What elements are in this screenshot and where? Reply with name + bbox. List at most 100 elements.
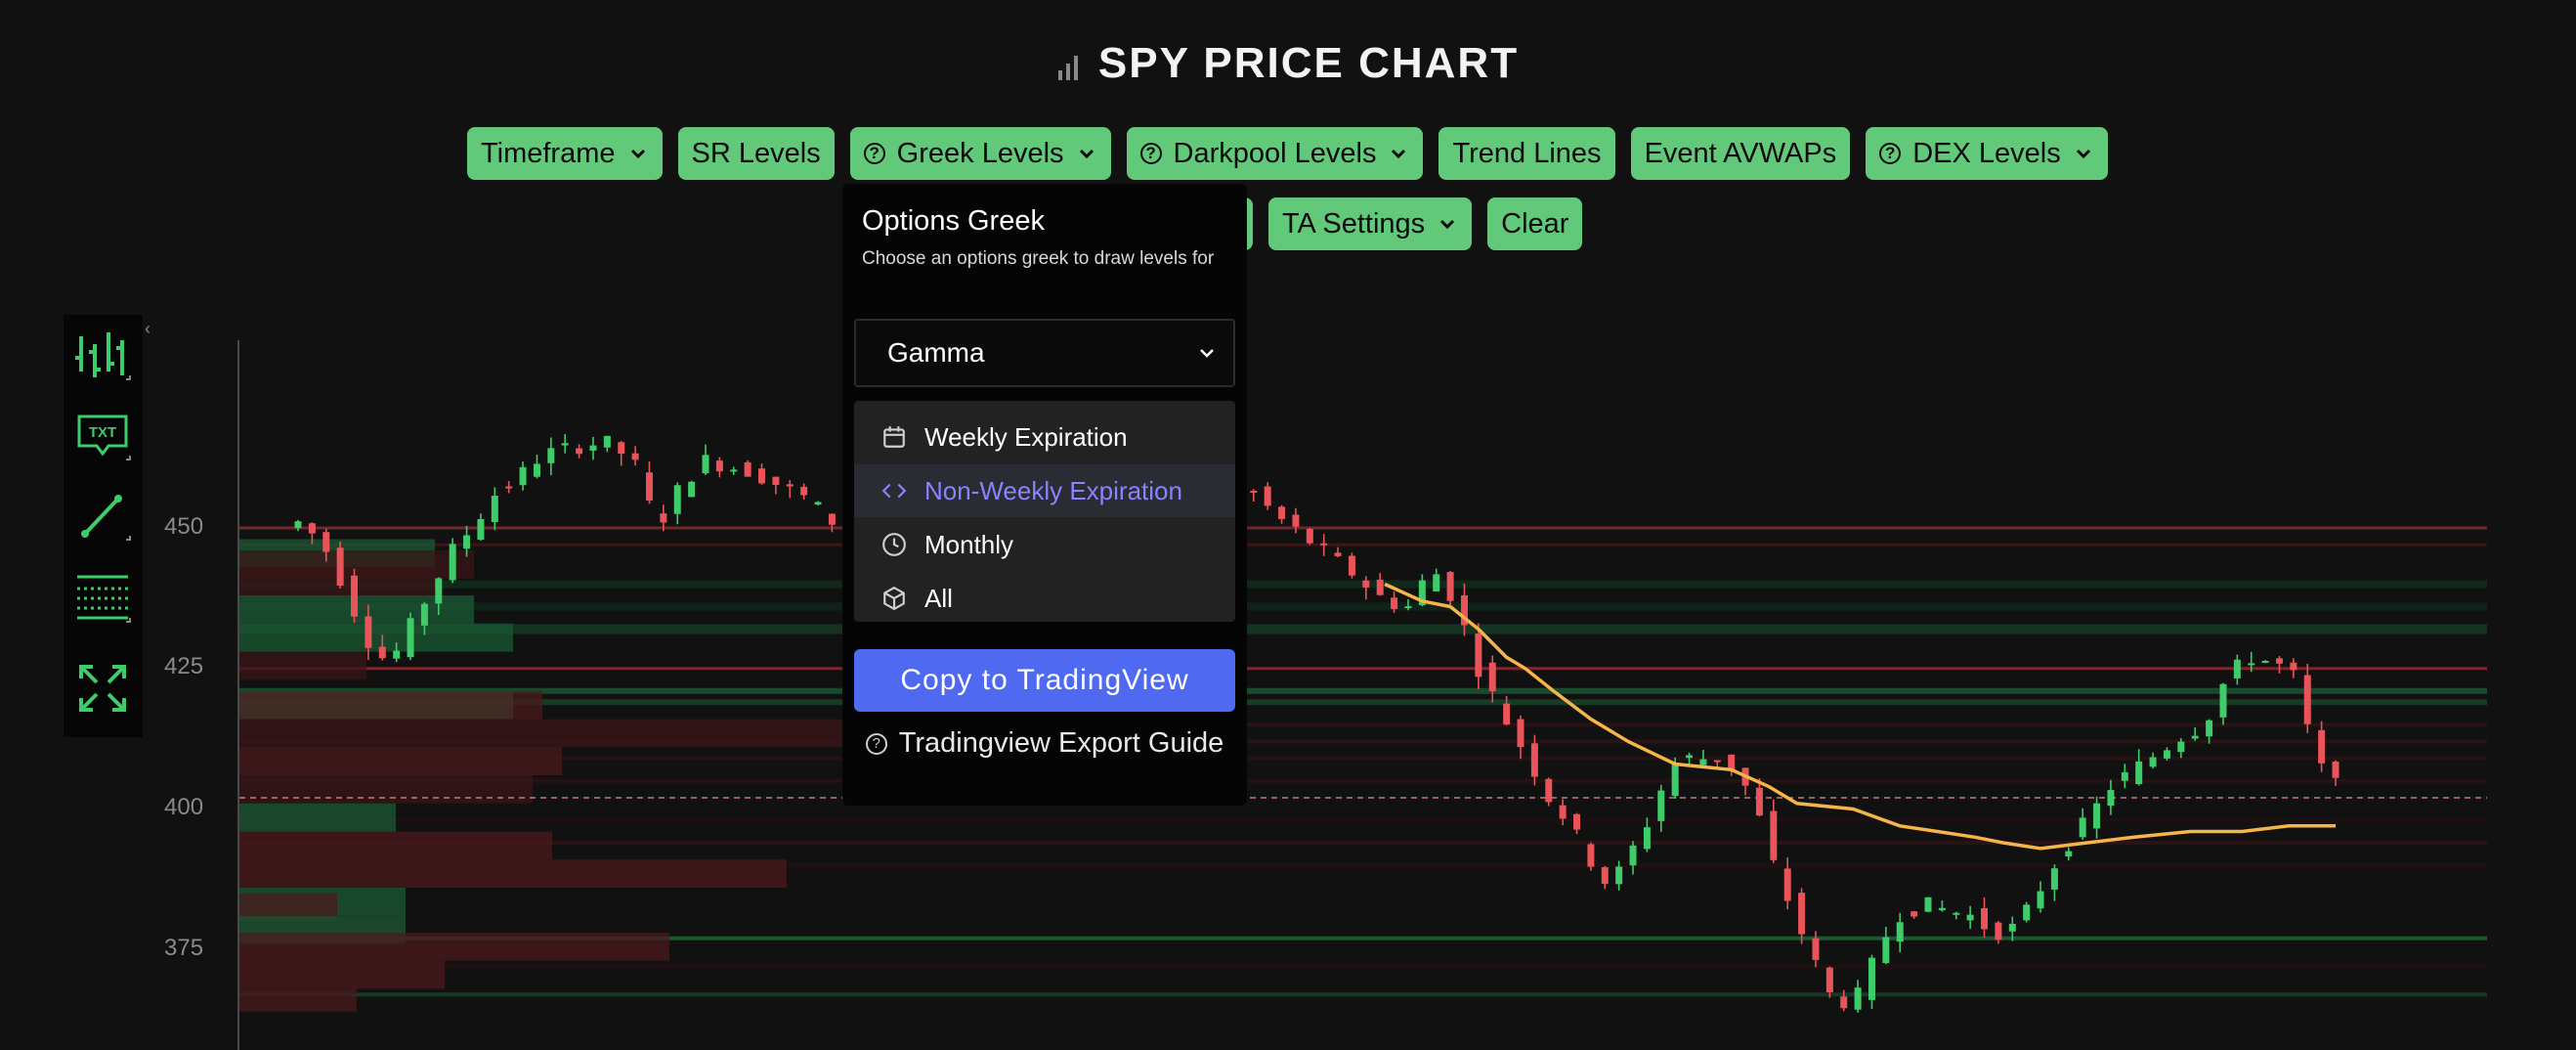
copy-to-tradingview-button[interactable]: Copy to TradingView (854, 649, 1235, 712)
candle-body (828, 513, 836, 525)
level-band (239, 543, 2487, 547)
volume-profile-block (239, 690, 542, 720)
candle-body (631, 453, 639, 460)
candle-body (786, 484, 794, 487)
candle-body (1798, 893, 1806, 935)
candle-body (1587, 844, 1595, 867)
candle-body (1460, 595, 1468, 626)
candle-body (2303, 675, 2311, 724)
candle-body (715, 460, 723, 472)
button-label: Trend Lines (1452, 137, 1602, 169)
volume-profile-block (239, 623, 513, 652)
fullscreen-icon[interactable] (73, 659, 132, 718)
candle-body (1348, 555, 1355, 576)
level-band (239, 699, 2487, 706)
candle-body (2219, 683, 2227, 718)
candle-body (393, 650, 401, 659)
candle-body (1981, 908, 1989, 930)
candle-body (618, 442, 625, 454)
candle-body (1825, 967, 1833, 992)
candle-body (308, 523, 316, 534)
candle-body (533, 463, 540, 477)
candle-body (420, 603, 428, 626)
chevron-down-icon (1392, 149, 1406, 159)
candle-body (2093, 803, 2101, 829)
option-label: Non-Weekly Expiration (924, 475, 1182, 505)
button-label: Timeframe (481, 137, 616, 169)
expiration-option-non-weekly-expiration[interactable]: Non-Weekly Expiration (854, 464, 1235, 517)
candle-body (1433, 574, 1440, 591)
level-band (239, 602, 2487, 611)
expiration-option-weekly-expiration[interactable]: Weekly Expiration (854, 411, 1235, 463)
candle-body (1770, 810, 1778, 860)
candle-body (1418, 580, 1426, 606)
greek-levels-button[interactable]: ? Greek Levels (849, 127, 1111, 180)
candle-body (561, 443, 569, 446)
chevron-down-icon (2076, 149, 2090, 159)
candle-body (294, 521, 302, 529)
level-band (239, 526, 2487, 530)
level-band (239, 722, 2487, 727)
page-title: SPY PRICE CHART (0, 39, 2576, 88)
collapse-toolbar-icon[interactable]: ‹ (145, 319, 150, 338)
level-band (239, 687, 2487, 694)
candle-body (758, 468, 766, 484)
level-band (239, 863, 2487, 867)
line-tool-icon[interactable] (73, 487, 132, 546)
candle-body (1517, 719, 1524, 748)
dropdown-subtitle: Choose an options greek to draw levels f… (862, 248, 1215, 269)
candle-body (2233, 659, 2241, 678)
candle-body (1686, 755, 1694, 759)
timeframe-button[interactable]: Timeframe (467, 127, 663, 180)
candle-body (1320, 543, 1328, 546)
level-band (239, 818, 2487, 822)
candle-body (2008, 923, 2016, 932)
candle-body (1854, 987, 1862, 1010)
candle-body (1953, 912, 1960, 915)
dex-levels-button[interactable]: ? DEX Levels (1866, 127, 2108, 180)
candle-body (1306, 528, 1313, 544)
text-tool-label: TXT (89, 424, 116, 441)
candle-body (1545, 778, 1553, 803)
candle-body (2206, 720, 2213, 737)
candle-body (1615, 866, 1623, 885)
tradingview-export-guide-link[interactable]: ? Tradingview Export Guide (854, 727, 1235, 759)
candle-body (1278, 506, 1286, 519)
candle-body (1699, 759, 1707, 766)
candle-body (1376, 579, 1384, 595)
level-band (239, 841, 2487, 845)
text-tool-icon[interactable]: TXT (73, 407, 132, 465)
help-icon: ? (1879, 143, 1902, 164)
candle-body (645, 472, 653, 501)
candle-body (477, 518, 485, 541)
candle-body (2023, 904, 2031, 921)
candle-body (1995, 922, 2002, 941)
sr-levels-button[interactable]: SR Levels (677, 127, 835, 180)
darkpool-levels-button[interactable]: ? Darkpool Levels (1126, 127, 1424, 180)
candle-body (1755, 787, 1763, 816)
clock-icon (882, 533, 906, 556)
expiration-option-all[interactable]: All (854, 572, 1235, 625)
expiration-option-monthly[interactable]: Monthly (854, 518, 1235, 571)
candle-body (688, 481, 696, 498)
grid-tool-icon[interactable] (73, 567, 132, 626)
clear-button[interactable]: Clear (1487, 197, 1583, 250)
greek-select[interactable]: Gamma (854, 319, 1235, 387)
candle-body (1896, 922, 1904, 942)
candle-body (378, 646, 386, 659)
candle-body (2037, 891, 2044, 909)
ta-settings-button[interactable]: TA Settings (1268, 197, 1473, 250)
chevron-down-icon (1200, 349, 1214, 358)
candlestick-icon[interactable] (73, 327, 132, 385)
cube-icon (883, 586, 905, 611)
trend-lines-button[interactable]: Trend Lines (1438, 127, 1615, 180)
candle-body (2050, 868, 2058, 890)
event-avwaps-button[interactable]: Event AVWAPs (1630, 127, 1851, 180)
volume-profile-block (239, 747, 562, 775)
greek-levels-dropdown: Options Greek Choose an options greek to… (842, 184, 1247, 806)
candle-body (435, 578, 443, 604)
level-band (239, 992, 2487, 997)
candle-body (2079, 817, 2086, 838)
candle-body (547, 448, 555, 463)
